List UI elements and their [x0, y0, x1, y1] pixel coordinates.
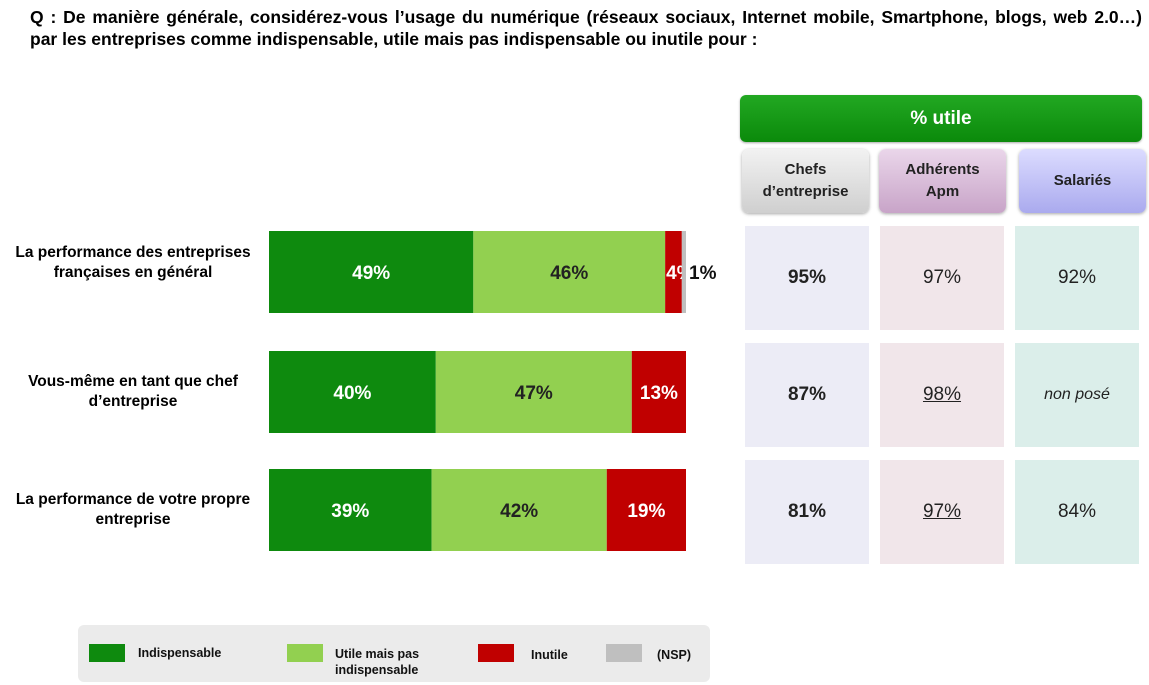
bar-segment-2-3 [631, 351, 686, 433]
bar-segment-1-4 [681, 231, 686, 313]
legend-label-nsp: (NSP) [657, 648, 692, 662]
legend-swatch-nsp [606, 644, 642, 662]
legend-swatch-inutile [478, 644, 514, 662]
utile-header: % utile [740, 95, 1142, 142]
bar-segment-3-3 [606, 469, 686, 551]
cell-chefs-row1: 95% [745, 226, 869, 330]
cell-salaries-row1: 92% [1015, 226, 1139, 330]
row-label-2: Vous-même en tant que chef d’entreprise [28, 373, 238, 410]
col-header-adherents: Adhérents Apm [879, 149, 1006, 213]
bar-label-3-2: 42% [500, 501, 538, 522]
bar-label-1-1: 49% [352, 263, 390, 284]
legend-label-inutile: Inutile [531, 648, 568, 662]
bar-segment-2-1 [269, 351, 436, 433]
cell-chefs-row2: 87% [745, 343, 869, 447]
cell-adherents-row2: 98% [880, 343, 1004, 447]
bar-label-2-2: 47% [515, 383, 553, 404]
cell-chefs-row3: 81% [745, 460, 869, 564]
question-text: Q : De manière générale, considérez-vous… [30, 7, 1142, 49]
cell-salaries-row2: non posé [1015, 343, 1139, 447]
bar-label-1-4: 1% [689, 263, 717, 284]
bar-segment-1-1 [269, 231, 474, 313]
row-label-3: La performance de votre propre entrepris… [15, 491, 251, 528]
col-header-salaries: Salariés [1019, 149, 1146, 213]
cell-adherents-row3: 97% [880, 460, 1004, 564]
bar-label-3-3: 19% [627, 501, 665, 522]
bar-label-2-3: 13% [640, 383, 678, 404]
legend-swatch-indispensable [89, 644, 125, 662]
cell-salaries-row3: 84% [1015, 460, 1139, 564]
bar-label-1-3: 4% [666, 263, 694, 284]
bar-label-3-1: 39% [331, 501, 369, 522]
legend-label-indispensable: Indispensable [138, 646, 222, 660]
row-label-1: La performance des entreprises française… [15, 244, 251, 281]
legend [78, 625, 710, 682]
bar-segment-2-2 [435, 351, 632, 433]
legend-swatch-utile [287, 644, 323, 662]
bar-label-2-1: 40% [333, 383, 371, 404]
cell-adherents-row1: 97% [880, 226, 1004, 330]
bar-segment-1-3 [665, 231, 682, 313]
col-header-chefs: Chefs d’entreprise [742, 149, 869, 213]
bar-segment-3-2 [431, 469, 607, 551]
bar-segment-3-1 [269, 469, 432, 551]
legend-label-utile: Utile mais pas indispensable [335, 647, 420, 677]
bar-segment-1-2 [473, 231, 666, 313]
bar-label-1-2: 46% [550, 263, 588, 284]
